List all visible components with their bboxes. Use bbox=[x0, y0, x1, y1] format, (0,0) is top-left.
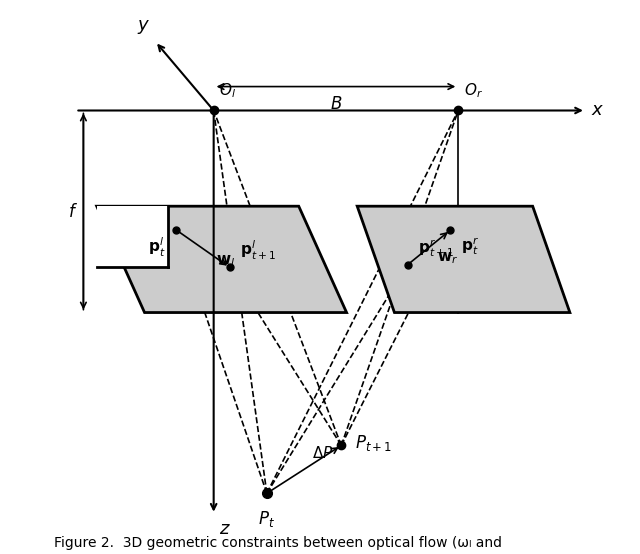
Text: Figure 2.  3D geometric constraints between optical flow (ωₗ and: Figure 2. 3D geometric constraints betwe… bbox=[54, 536, 502, 550]
Text: $z$: $z$ bbox=[219, 520, 231, 538]
Text: $\mathbf{p}_{t+1}^l$: $\mathbf{p}_{t+1}^l$ bbox=[240, 239, 276, 262]
Text: $\mathbf{p}_t^r$: $\mathbf{p}_t^r$ bbox=[461, 235, 479, 257]
Text: $B$: $B$ bbox=[330, 95, 342, 112]
Text: $f$: $f$ bbox=[68, 203, 78, 220]
Text: $\Delta P$: $\Delta P$ bbox=[312, 445, 333, 461]
Polygon shape bbox=[97, 206, 168, 268]
Polygon shape bbox=[97, 206, 347, 312]
Text: $\mathbf{w}_l$: $\mathbf{w}_l$ bbox=[216, 253, 236, 269]
Polygon shape bbox=[357, 206, 570, 312]
Text: $\mathbf{p}_t^l$: $\mathbf{p}_t^l$ bbox=[148, 235, 166, 259]
Text: $O_r$: $O_r$ bbox=[463, 81, 483, 100]
Text: $x$: $x$ bbox=[591, 101, 604, 120]
Text: $P_t$: $P_t$ bbox=[259, 509, 275, 529]
Text: $O_l$: $O_l$ bbox=[219, 81, 236, 100]
Text: $y$: $y$ bbox=[136, 18, 150, 36]
Text: $P_{t+1}$: $P_{t+1}$ bbox=[355, 433, 392, 453]
Text: $\mathbf{p}_{t+1}^r$: $\mathbf{p}_{t+1}^r$ bbox=[419, 238, 454, 259]
Text: $\mathbf{w}_r$: $\mathbf{w}_r$ bbox=[437, 250, 458, 266]
